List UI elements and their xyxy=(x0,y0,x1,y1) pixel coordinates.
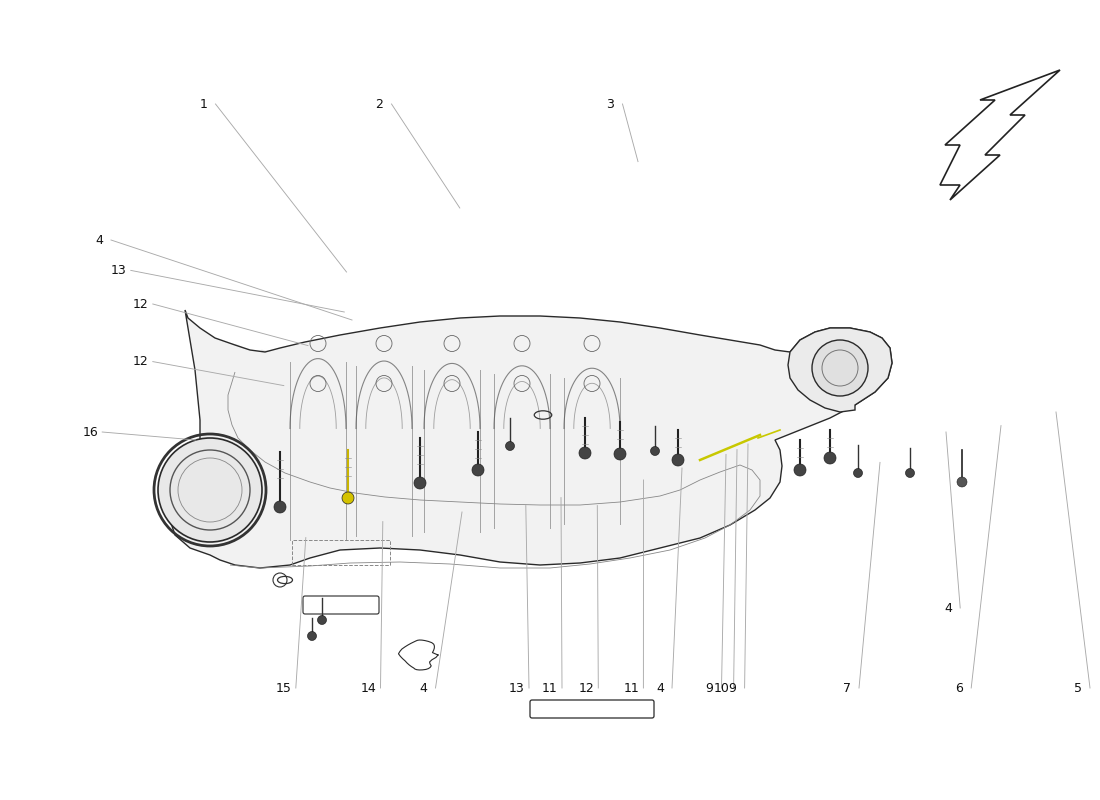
Text: 6: 6 xyxy=(955,682,964,694)
Text: 12: 12 xyxy=(579,682,594,694)
Text: 3: 3 xyxy=(606,98,615,110)
Circle shape xyxy=(905,469,914,478)
Circle shape xyxy=(506,442,515,450)
Circle shape xyxy=(579,447,591,459)
Polygon shape xyxy=(170,310,892,568)
Circle shape xyxy=(824,452,836,464)
Text: 12: 12 xyxy=(133,355,148,368)
Circle shape xyxy=(650,446,660,455)
Text: 12: 12 xyxy=(133,298,148,310)
Text: 4: 4 xyxy=(95,234,103,246)
Text: 13: 13 xyxy=(111,264,126,277)
Circle shape xyxy=(158,438,262,542)
Circle shape xyxy=(308,631,317,641)
Bar xyxy=(292,540,390,565)
Polygon shape xyxy=(940,70,1060,200)
Text: 13: 13 xyxy=(509,682,525,694)
Text: 2: 2 xyxy=(375,98,384,110)
Circle shape xyxy=(794,464,806,476)
Circle shape xyxy=(318,615,327,625)
Text: 7: 7 xyxy=(843,682,851,694)
Text: 4: 4 xyxy=(944,602,953,614)
Circle shape xyxy=(342,492,354,504)
Circle shape xyxy=(614,448,626,460)
Text: 5: 5 xyxy=(1074,682,1082,694)
Text: 14: 14 xyxy=(361,682,376,694)
Text: 9: 9 xyxy=(705,682,714,694)
Circle shape xyxy=(957,477,967,487)
Polygon shape xyxy=(788,328,892,412)
Text: eurospares: eurospares xyxy=(199,326,661,474)
Text: 4: 4 xyxy=(419,682,428,694)
Text: 1: 1 xyxy=(199,98,208,110)
Circle shape xyxy=(472,464,484,476)
Circle shape xyxy=(274,501,286,513)
Text: a passion for parts since 1985: a passion for parts since 1985 xyxy=(242,415,618,505)
Text: 11: 11 xyxy=(624,682,639,694)
Circle shape xyxy=(414,477,426,489)
Circle shape xyxy=(672,454,684,466)
Text: 16: 16 xyxy=(82,426,98,438)
Circle shape xyxy=(854,469,862,478)
Text: 4: 4 xyxy=(656,682,664,694)
Text: 15: 15 xyxy=(276,682,292,694)
Circle shape xyxy=(812,340,868,396)
Text: 11: 11 xyxy=(542,682,558,694)
Text: 9: 9 xyxy=(728,682,737,694)
Text: 10: 10 xyxy=(714,682,729,694)
